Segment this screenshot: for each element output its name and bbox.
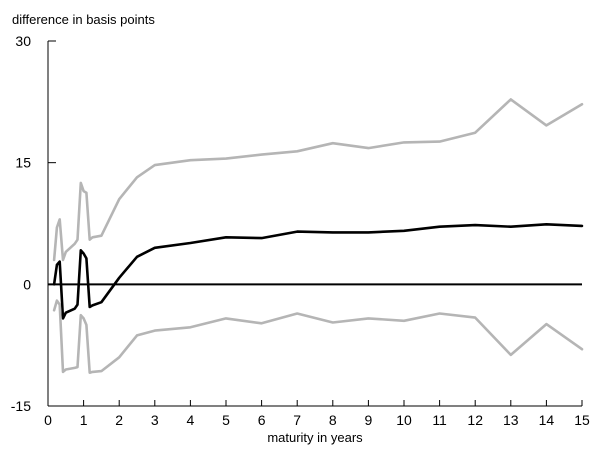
x-tick-label: 7: [293, 412, 301, 428]
x-tick-label: 11: [432, 412, 447, 428]
series-line-upper-band: [52, 98, 584, 262]
y-axis-title: difference in basis points: [12, 12, 155, 27]
x-tick-label: 0: [44, 412, 52, 428]
y-tick-label: 0: [23, 276, 31, 292]
x-tick-label: 6: [258, 412, 266, 428]
x-tick-label: 1: [80, 412, 88, 428]
x-axis-title: maturity in years: [267, 430, 363, 445]
y-tick-label: 15: [15, 155, 31, 171]
y-tick-label: 30: [15, 33, 31, 49]
x-tick-label: 15: [574, 412, 590, 428]
x-tick-label: 10: [396, 412, 412, 428]
series-line-lower-band: [52, 299, 584, 375]
x-tick-label: 4: [187, 412, 195, 428]
x-tick-label: 13: [503, 412, 519, 428]
x-tick-label: 3: [151, 412, 159, 428]
x-tick-label: 14: [539, 412, 555, 428]
x-tick-label: 5: [222, 412, 230, 428]
y-tick-label: -15: [11, 398, 31, 414]
series-line-estimate: [52, 223, 584, 320]
x-tick-label: 8: [329, 412, 337, 428]
x-tick-label: 9: [365, 412, 373, 428]
x-tick-label: 12: [467, 412, 483, 428]
x-tick-label: 2: [115, 412, 123, 428]
